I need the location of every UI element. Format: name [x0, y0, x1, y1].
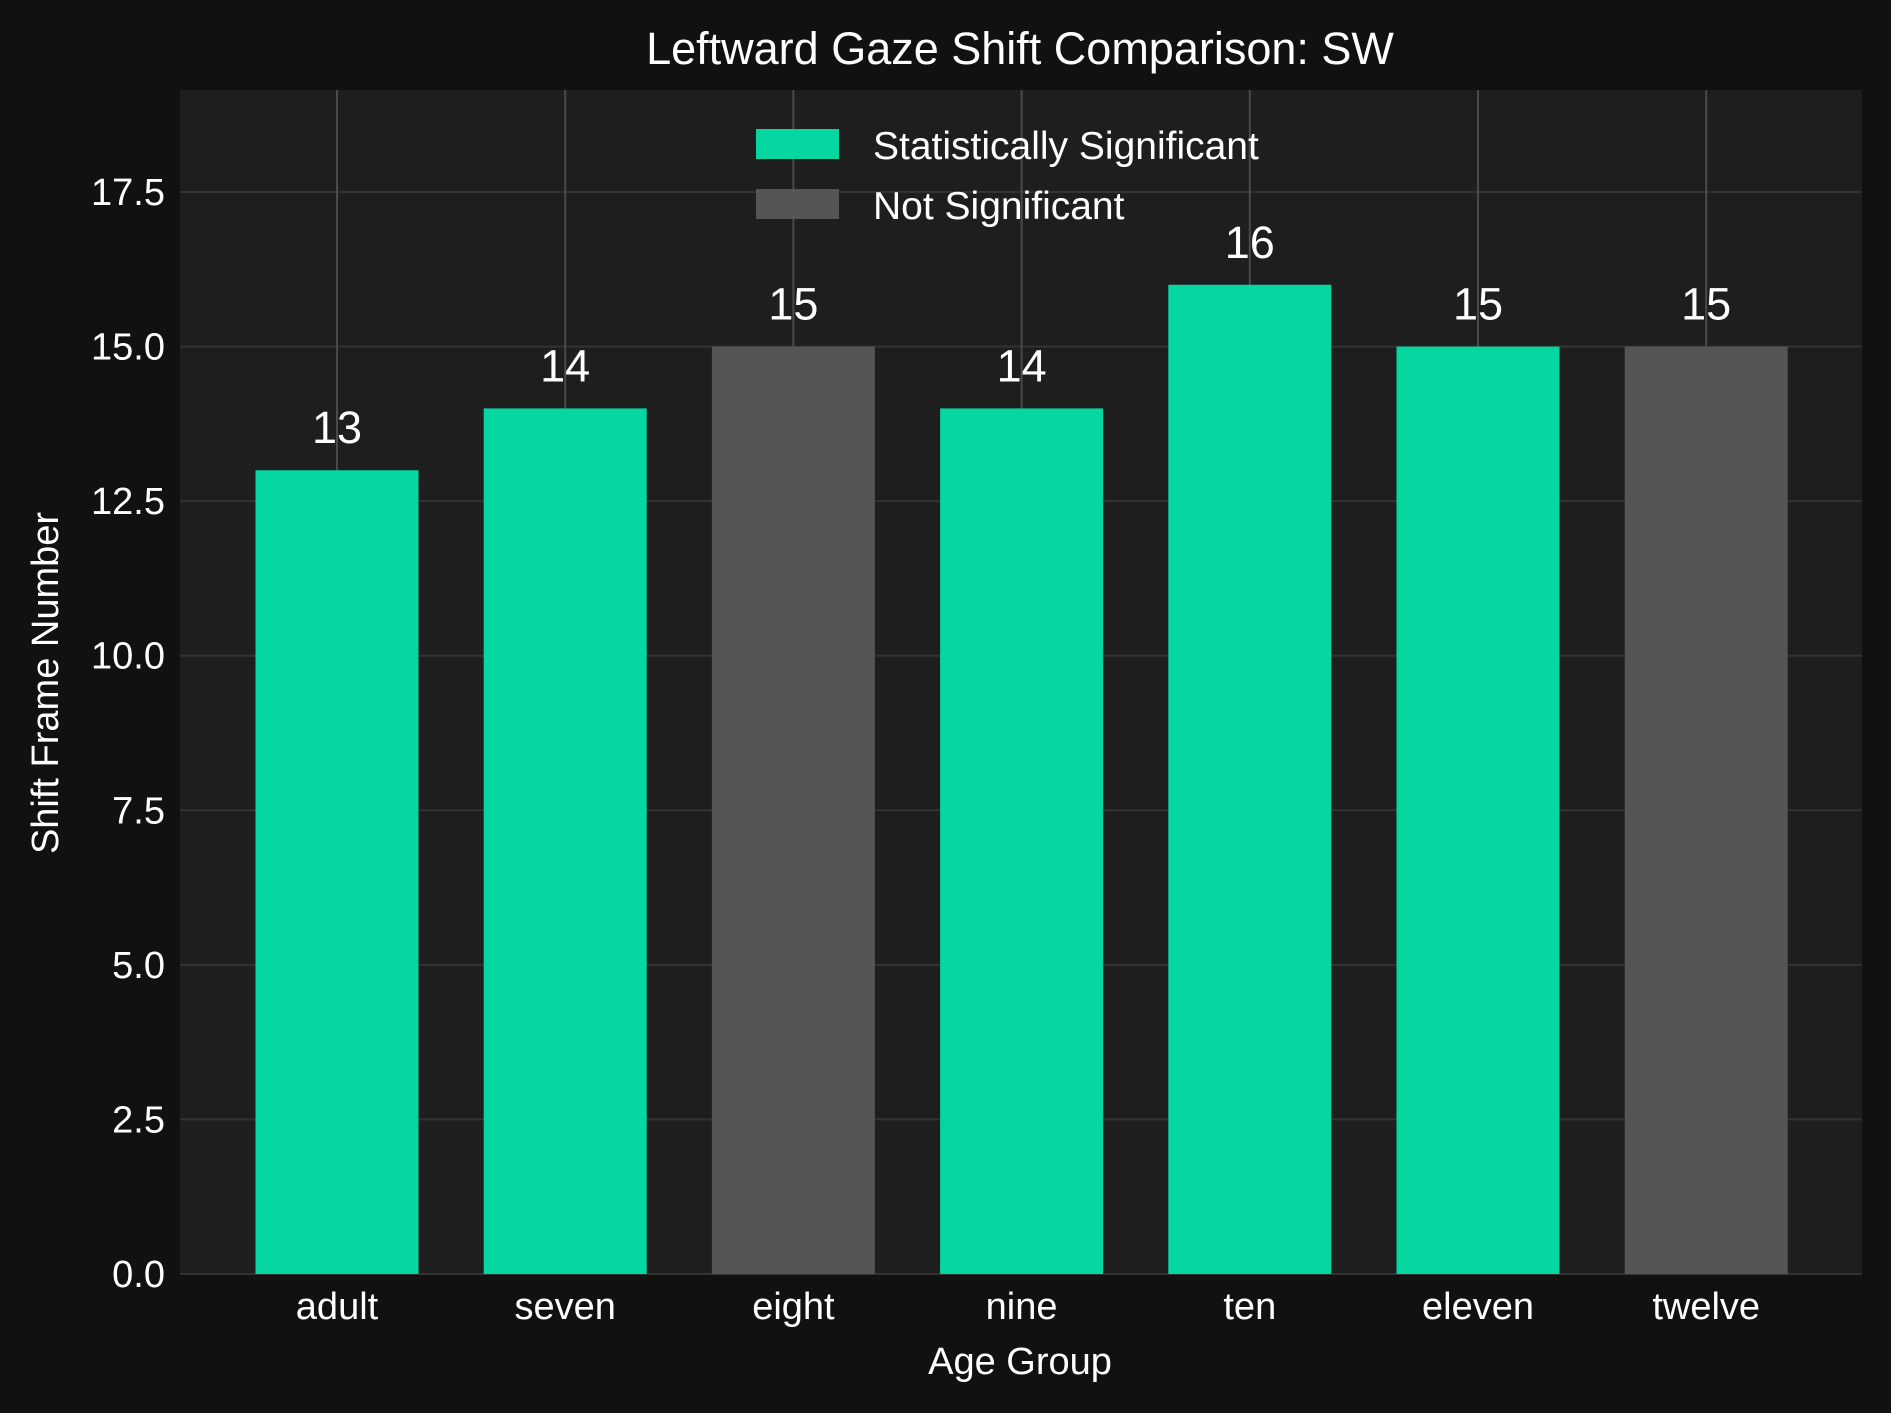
bar-data-labels: 13 14 15 14 16 15 15: [312, 217, 1731, 453]
x-tick-label: nine: [986, 1286, 1058, 1328]
legend: Statistically Significant Not Significan…: [756, 125, 1259, 228]
y-axis-label: Shift Frame Number: [25, 512, 67, 854]
bar-value-label: 14: [997, 340, 1047, 391]
legend-swatch-not-significant: [756, 189, 839, 219]
bar-eight: [711, 346, 875, 1275]
bar-twelve: [1624, 346, 1788, 1275]
y-tick-label: 12.5: [91, 481, 165, 523]
x-tick-label: twelve: [1652, 1286, 1760, 1328]
bars: [255, 284, 1788, 1275]
y-tick-label: 0.0: [112, 1254, 165, 1296]
chart-title: Leftward Gaze Shift Comparison: SW: [646, 23, 1394, 74]
legend-label-significant: Statistically Significant: [873, 125, 1259, 168]
bar-value-label: 16: [1225, 217, 1275, 268]
bar-value-label: 15: [1681, 279, 1731, 330]
bar-eleven: [1396, 346, 1560, 1275]
bar-ten: [1168, 284, 1332, 1274]
y-tick-label: 7.5: [112, 790, 165, 832]
y-tick-label: 5.0: [112, 945, 165, 987]
y-tick-label: 10.0: [91, 636, 165, 678]
bar-adult: [255, 470, 419, 1274]
x-tick-label: adult: [296, 1286, 379, 1328]
x-axis-label: Age Group: [928, 1341, 1112, 1383]
bar-value-label: 15: [768, 279, 818, 330]
y-axis-ticks: 0.0 2.5 5.0 7.5 10.0 12.5 15.0 17.5: [91, 172, 165, 1296]
bar-value-label: 13: [312, 402, 362, 453]
x-tick-label: ten: [1223, 1286, 1276, 1328]
legend-label-not-significant: Not Significant: [873, 185, 1125, 228]
y-tick-label: 17.5: [91, 172, 165, 214]
bar-nine: [940, 408, 1104, 1274]
x-axis-ticks: adult seven eight nine ten eleven twelve: [296, 1286, 1760, 1328]
x-tick-label: seven: [514, 1286, 615, 1328]
bar-value-label: 15: [1453, 279, 1503, 330]
bar-seven: [483, 408, 647, 1274]
legend-swatch-significant: [756, 129, 839, 159]
y-tick-label: 15.0: [91, 327, 165, 369]
y-tick-label: 2.5: [112, 1099, 165, 1141]
x-tick-label: eight: [752, 1286, 835, 1328]
bar-value-label: 14: [540, 340, 590, 391]
x-tick-label: eleven: [1422, 1286, 1534, 1328]
